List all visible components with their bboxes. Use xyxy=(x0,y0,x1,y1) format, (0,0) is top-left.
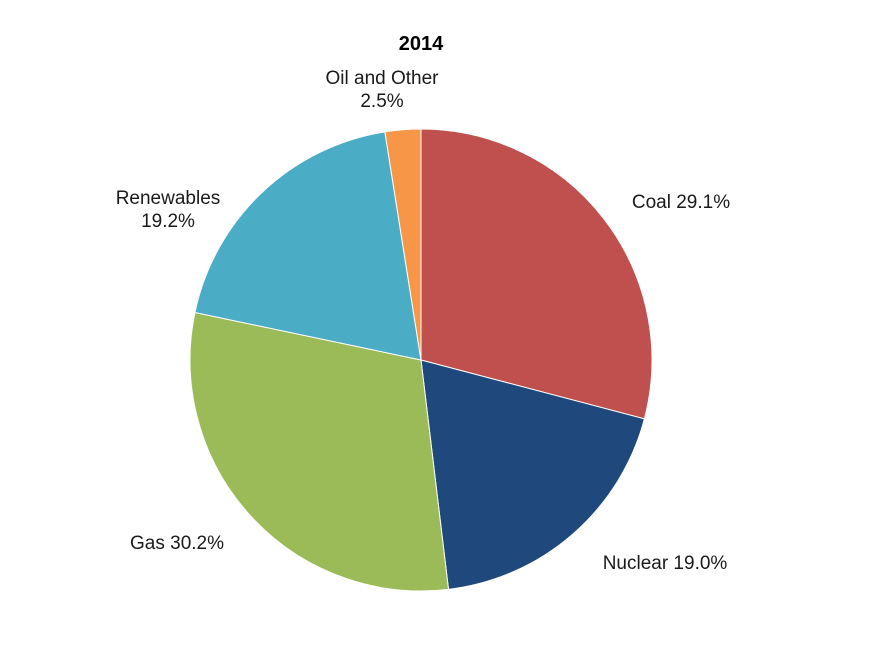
slice-label-renewables: Renewables 19.2% xyxy=(116,188,221,232)
slice-label-line: Renewables xyxy=(116,188,221,209)
pie-slice-gas xyxy=(189,311,450,592)
slice-label-line: Coal 29.1% xyxy=(632,192,730,213)
slice-label-nuclear: Nuclear 19.0% xyxy=(603,553,728,574)
pie-slice-oil-and-other xyxy=(384,128,422,361)
slice-label-line: Gas 30.2% xyxy=(130,533,224,554)
pie-slice-nuclear xyxy=(420,359,645,590)
slice-label-gas: Gas 30.2% xyxy=(130,533,224,554)
slice-label-coal: Coal 29.1% xyxy=(632,192,730,213)
slice-label-line: 2.5% xyxy=(360,91,403,112)
pie-slice-renewables xyxy=(194,131,422,361)
slice-label-oil-and-other: Oil and Other 2.5% xyxy=(326,68,440,112)
slice-label-line: Nuclear 19.0% xyxy=(603,553,728,574)
chart-title: 2014 xyxy=(399,33,444,55)
slice-label-line: Oil and Other xyxy=(326,68,440,89)
slice-label-line: 19.2% xyxy=(141,211,195,232)
pie-slices xyxy=(189,128,653,592)
slice-labels: Coal 29.1% Nuclear 19.0% Gas 30.2% Renewabl… xyxy=(116,68,731,574)
pie-slice-coal xyxy=(420,128,653,420)
